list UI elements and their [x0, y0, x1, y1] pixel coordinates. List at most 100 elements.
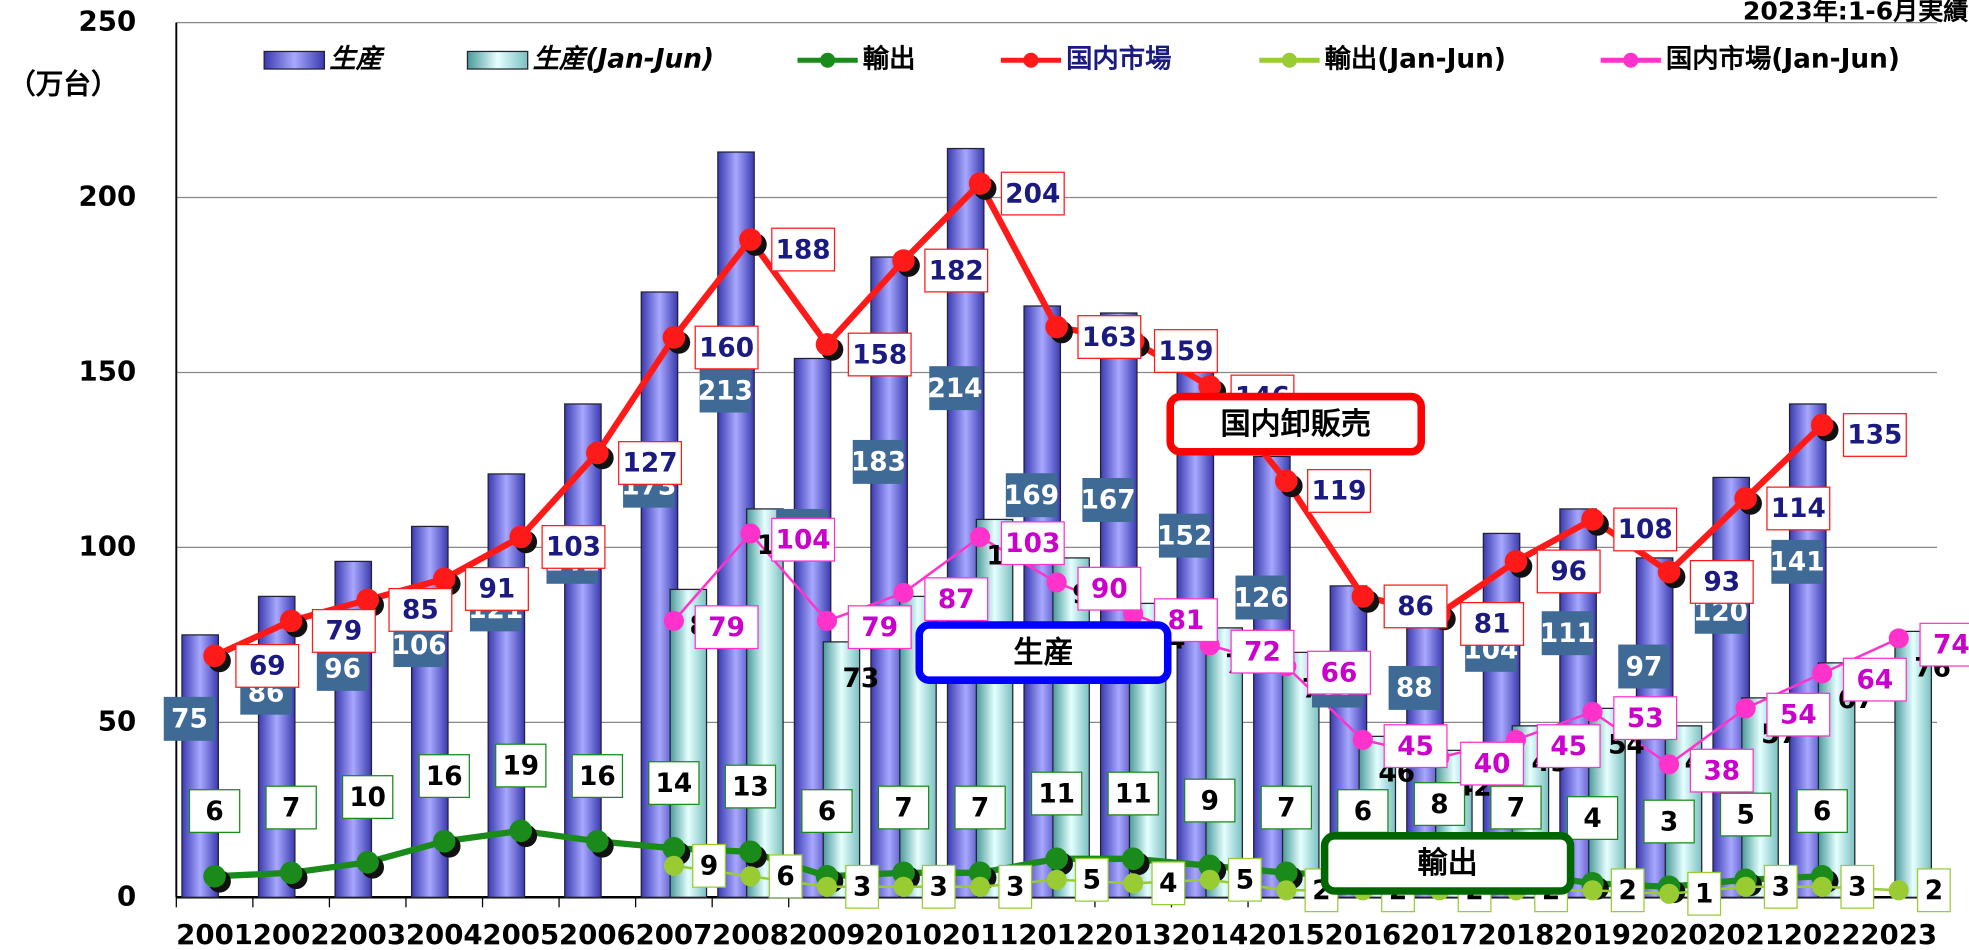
data-label: 86 [1383, 584, 1448, 629]
bar [181, 634, 219, 898]
x-tick-label: 2014 [1171, 918, 1248, 950]
bar-label: 141 [1770, 539, 1825, 584]
marker [1659, 754, 1680, 775]
marker [816, 876, 838, 897]
annotation-box [915, 621, 1172, 684]
data-label-box [1383, 724, 1448, 769]
bar-label: 73 [843, 664, 880, 694]
x-tick-label: 2003 [329, 918, 406, 950]
bar-label: 141 [1770, 548, 1825, 578]
marker [279, 861, 303, 885]
marker [1888, 628, 1909, 649]
data-label-box [1763, 864, 1798, 909]
bar-label: 214 [928, 374, 983, 404]
data-label: 188 [771, 227, 836, 272]
data-label-box [311, 608, 376, 653]
data-label: 3 [1848, 873, 1866, 903]
data-label-box [418, 754, 470, 799]
marker [432, 830, 456, 853]
data-label-box [1227, 857, 1262, 902]
data-label: 38 [1703, 756, 1740, 786]
data-label: 7 [1490, 785, 1542, 830]
data-label-box [341, 775, 394, 820]
data-label-box [1337, 789, 1389, 834]
marker [1123, 873, 1144, 894]
data-label: 103 [1005, 529, 1060, 559]
marker [1734, 487, 1757, 510]
data-label: 90 [1091, 574, 1128, 604]
data-label: 3 [1006, 873, 1024, 903]
data-label: 9 [1201, 786, 1219, 816]
data-label: 91 [464, 566, 529, 611]
marker [893, 876, 914, 897]
data-label-box [1260, 785, 1313, 830]
x-tick-label: 2009 [789, 918, 866, 950]
x-tick-label: 2022 [1784, 918, 1861, 950]
data-label-box [1719, 792, 1772, 837]
x-tick-label: 2013 [1095, 918, 1172, 950]
marker [1046, 572, 1067, 593]
data-label-box [571, 754, 624, 799]
data-label: 10 [349, 783, 386, 813]
marker [1046, 869, 1067, 890]
data-label: 6 [768, 854, 803, 899]
data-label: 4 [1566, 796, 1619, 841]
bar-label-box [1541, 611, 1594, 656]
bar-label-box [1618, 644, 1670, 689]
marker [1198, 854, 1222, 878]
data-label: 2 [1618, 876, 1636, 906]
bar [564, 403, 602, 898]
data-label: 104 [771, 517, 836, 562]
data-label-box [1643, 799, 1695, 844]
bar-label-box [929, 366, 981, 411]
data-label-box [1000, 171, 1065, 216]
data-label: 163 [1082, 323, 1137, 353]
bar-label-box [316, 646, 369, 691]
data-label-box [847, 332, 912, 377]
annotation: 国内卸販売 [1220, 407, 1371, 442]
data-label: 38 [1689, 748, 1754, 793]
data-label-box [692, 843, 726, 888]
data-label: 3 [1660, 807, 1678, 837]
data-label-box [768, 854, 803, 899]
data-label: 45 [1397, 732, 1434, 762]
bar-label-box [1005, 473, 1058, 518]
data-label: 108 [1613, 507, 1678, 552]
data-label-box [388, 587, 453, 632]
bar-label: 97 [1626, 652, 1663, 682]
data-label: 159 [1158, 337, 1213, 367]
data-label-box [1566, 796, 1619, 841]
bar-label: 111 [1540, 611, 1595, 656]
marker [356, 851, 379, 874]
marker [1275, 861, 1298, 885]
data-label: 96 [1550, 557, 1587, 587]
data-label: 79 [326, 617, 363, 647]
bar-label: 126 [1234, 575, 1289, 620]
data-label: 11 [1038, 779, 1075, 809]
data-label-box [1151, 861, 1186, 906]
data-label: 14 [648, 761, 700, 806]
data-label: 159 [1153, 329, 1218, 373]
bar-label-box [1235, 575, 1287, 620]
marker [1659, 883, 1680, 904]
bar-label-box [163, 696, 216, 741]
data-label: 79 [708, 613, 745, 643]
data-label: 93 [1703, 568, 1740, 598]
data-label: 6 [1337, 789, 1389, 834]
x-tick-label: 2015 [1248, 918, 1325, 950]
data-label: 45 [1536, 724, 1601, 769]
data-label: 66 [1321, 658, 1358, 688]
data-label: 9 [692, 843, 726, 888]
bar-label: 213 [698, 376, 753, 406]
annotation: 生産 [1013, 635, 1073, 670]
data-label-box [801, 789, 853, 834]
data-label: 182 [924, 248, 989, 293]
data-label: 2 [1925, 876, 1943, 906]
y-tick-label: 250 [79, 5, 137, 38]
y-axis-label: （万台） [8, 67, 118, 100]
bar-label: 169 [1004, 481, 1059, 511]
marker [968, 172, 992, 195]
data-label-box [694, 605, 759, 650]
bar [257, 595, 296, 898]
data-label-box [1536, 549, 1601, 594]
